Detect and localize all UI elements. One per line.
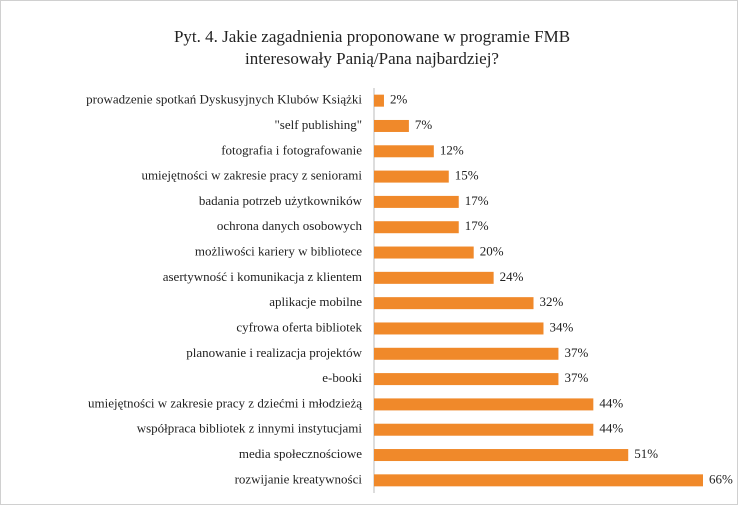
chart-title: Pyt. 4. Jakie zagadnienia proponowane w … <box>174 27 570 46</box>
data-label: 32% <box>540 294 564 309</box>
bar <box>374 449 629 462</box>
bar <box>374 347 559 360</box>
y-tick-label: badania potrzeb użytkowników <box>199 193 363 208</box>
bar <box>374 373 559 386</box>
bar <box>374 297 534 310</box>
bar <box>374 423 594 436</box>
data-label: 44% <box>599 421 623 436</box>
y-tick-label: umiejętności w zakresie pracy z senioram… <box>141 168 362 183</box>
bar <box>374 221 459 234</box>
data-label: 17% <box>465 218 489 233</box>
y-tick-label: planowanie i realizacja projektów <box>186 345 362 360</box>
y-tick-label: fotografia i fotografowanie <box>221 142 362 157</box>
bar <box>374 94 384 107</box>
bar <box>374 170 449 183</box>
data-label: 37% <box>564 345 588 360</box>
chart-title: interesowały Panią/Pana najbardziej? <box>245 49 499 68</box>
data-label: 20% <box>480 244 504 259</box>
data-label: 34% <box>549 319 573 334</box>
y-tick-label: ochrona danych osobowych <box>217 218 363 233</box>
y-tick-label: możliwości kariery w bibliotece <box>195 244 362 259</box>
y-tick-label: rozwijanie kreatywności <box>235 471 363 486</box>
y-tick-label: asertywność i komunikacja z klientem <box>163 269 362 284</box>
y-tick-label: aplikacje mobilne <box>269 294 362 309</box>
data-label: 2% <box>390 92 408 107</box>
y-tick-label: e-booki <box>322 370 362 385</box>
bar <box>374 474 703 487</box>
data-label: 66% <box>709 471 733 486</box>
y-tick-label: cyfrowa oferta bibliotek <box>236 319 362 334</box>
bar <box>374 119 409 132</box>
y-tick-label: umiejętności w zakresie pracy z dziećmi … <box>88 395 362 410</box>
data-label: 37% <box>564 370 588 385</box>
data-label: 7% <box>415 117 433 132</box>
bar <box>374 246 474 259</box>
data-label: 44% <box>599 395 623 410</box>
y-tick-label: "self publishing" <box>274 117 362 132</box>
bar <box>374 145 434 158</box>
data-label: 24% <box>500 269 524 284</box>
y-tick-label: współpraca bibliotek z innymi instytucja… <box>137 421 363 436</box>
y-tick-label: prowadzenie spotkań Dyskusyjnych Klubów … <box>86 92 362 107</box>
data-label: 12% <box>440 142 464 157</box>
data-label: 17% <box>465 193 489 208</box>
data-label: 15% <box>455 168 479 183</box>
bar <box>374 322 544 335</box>
y-tick-label: media społecznościowe <box>239 446 362 461</box>
bar <box>374 195 459 208</box>
data-label: 51% <box>634 446 658 461</box>
bar <box>374 398 594 411</box>
bar <box>374 271 494 284</box>
